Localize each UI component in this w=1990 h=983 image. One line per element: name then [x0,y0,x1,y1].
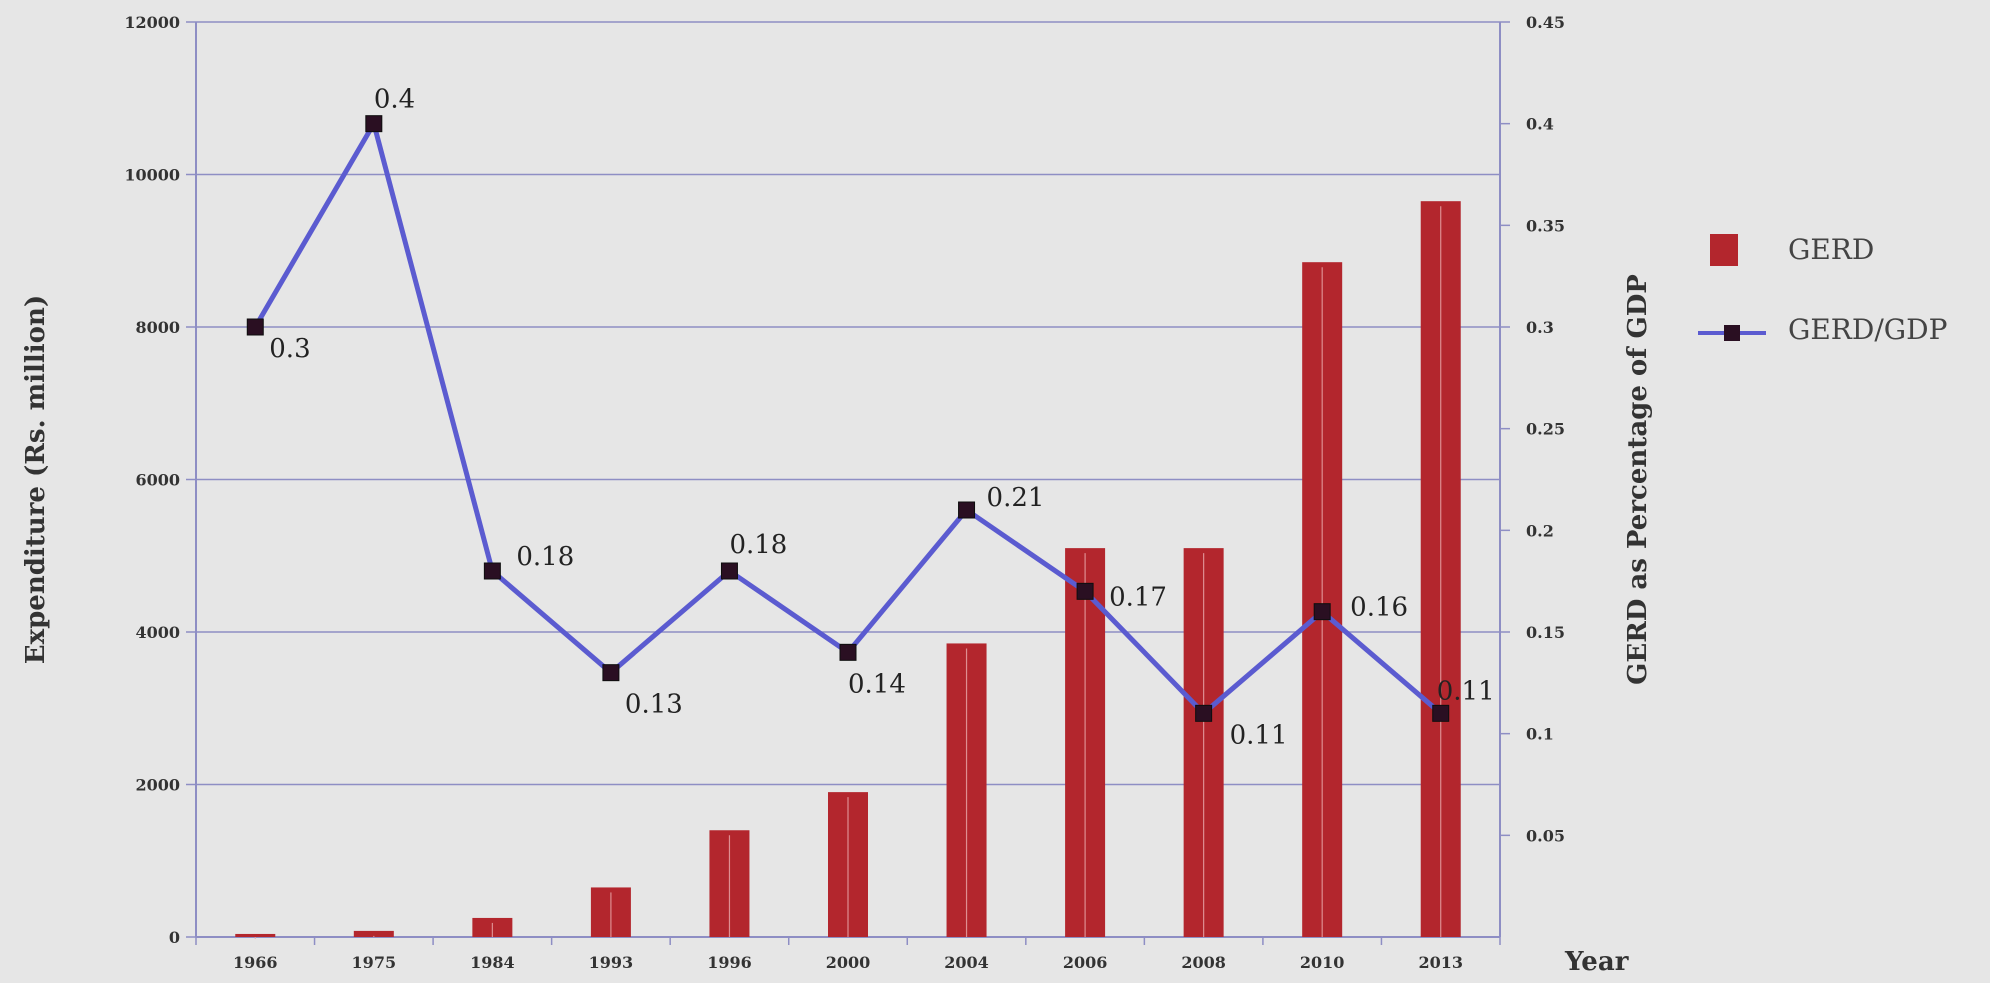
chart-text: 0 2000 4000 6000 8000 10000 12000 0.05 0.1 0.15 0.… [21,13,1653,977]
right-tick-label: 0.15 [1526,623,1565,642]
ratio-line-path [253,121,1443,716]
ratio-point-marker [602,664,620,682]
bar [235,933,276,937]
x-tick-label: 2004 [944,953,989,972]
x-tick-label: 1996 [707,953,752,972]
ratio-data-label: 0.11 [1230,720,1288,750]
ratio-point-marker [365,115,383,133]
ratio-point-marker [839,643,857,661]
x-tick-label: 2010 [1300,953,1345,972]
left-tick-label: 6000 [135,471,180,490]
ratio-data-label: 0.18 [729,530,787,560]
left-tick-label: 2000 [135,776,180,795]
ratio-data-label: 0.11 [1437,676,1495,706]
left-tick-label: 0 [169,928,180,947]
right-tick-label: 0.3 [1526,318,1554,337]
ratio-point-marker [1076,582,1094,600]
bar [353,930,394,937]
left-tick-label: 12000 [124,13,180,32]
right-tick-label: 0.35 [1526,216,1565,235]
legend-label-gerd: GERD [1788,233,1874,266]
bars [235,201,1461,939]
ratio-data-label: 0.21 [987,483,1045,513]
right-tick-label: 0.05 [1526,826,1565,845]
y-axis-label-right: GERD as Percentage of GDP [1623,274,1653,685]
legend-marker-gerd-gdp [1724,325,1740,341]
legend-swatch-gerd [1710,234,1738,266]
ratio-data-label: 0.14 [848,669,906,699]
ratio-point-marker [1195,704,1213,722]
left-tick-label: 4000 [135,623,180,642]
y-axis-label-left: Expenditure (Rs. million) [21,295,51,664]
right-tick-label: 0.1 [1526,725,1554,744]
ratio-data-label: 0.16 [1350,593,1408,623]
right-tick-label: 0.25 [1526,420,1565,439]
ratio-point-marker [246,318,264,336]
ratio-data-label: 0.3 [269,334,310,364]
grid-lines [196,21,1500,786]
x-tick-label: 2008 [1181,953,1226,972]
left-tick-label: 8000 [135,318,180,337]
ratio-data-label: 0.4 [374,85,415,115]
x-axis-label: Year [1564,947,1629,977]
legend-label-gerd-gdp: GERD/GDP [1788,313,1947,346]
ratio-point-marker [483,562,501,580]
right-tick-label: 0.45 [1526,13,1565,32]
x-tick-label: 1984 [470,953,515,972]
x-tick-label: 1993 [589,953,634,972]
ratio-line [246,115,1450,722]
right-tick-label: 0.2 [1526,521,1554,540]
x-tick-label: 2000 [826,953,871,972]
ratio-point-marker [1313,603,1331,621]
ratio-point-marker [720,562,738,580]
x-tick-label: 2013 [1418,953,1463,972]
x-tick-label: 1966 [233,953,278,972]
ratio-data-label: 0.13 [625,690,683,720]
ratio-point-marker [1432,704,1450,722]
x-tick-label: 2006 [1063,953,1108,972]
left-tick-label: 10000 [124,166,180,185]
ratio-point-marker [958,501,976,519]
x-tick-label: 1975 [352,953,397,972]
right-tick-label: 0.4 [1526,115,1554,134]
ratio-data-label: 0.17 [1109,582,1167,612]
legend: GERD GERD/GDP [1698,233,1947,346]
ratio-data-label: 0.18 [516,542,574,572]
